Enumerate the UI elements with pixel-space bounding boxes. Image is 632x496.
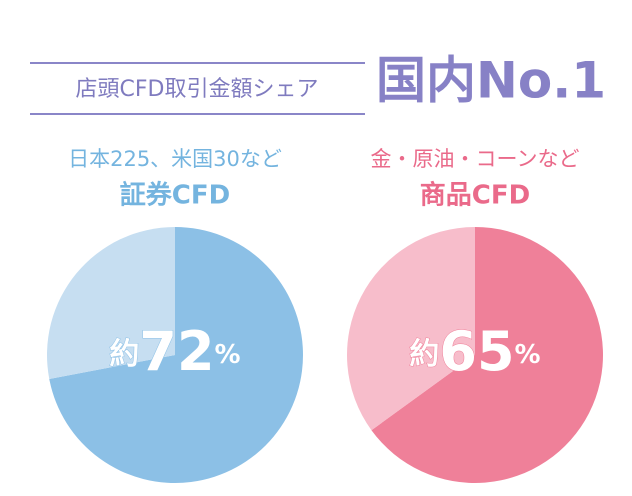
header-label: 店頭CFD取引金額シェア: [76, 77, 319, 102]
value-label: 約72%: [109, 320, 240, 383]
pie-slice: [347, 227, 475, 431]
chart-subtitle: 商品CFD: [420, 180, 530, 211]
pie-slice: [49, 227, 304, 483]
pie-slice: [371, 227, 603, 484]
chart-title: 金・原油・コーンなど: [371, 147, 580, 171]
pie-slice: [46, 227, 175, 379]
chart-title: 日本225、米国30など: [68, 147, 282, 171]
chart-subtitle: 証券CFD: [120, 180, 230, 211]
header-claim: 国内No.1: [376, 52, 606, 110]
value-label: 約65%: [409, 320, 540, 383]
